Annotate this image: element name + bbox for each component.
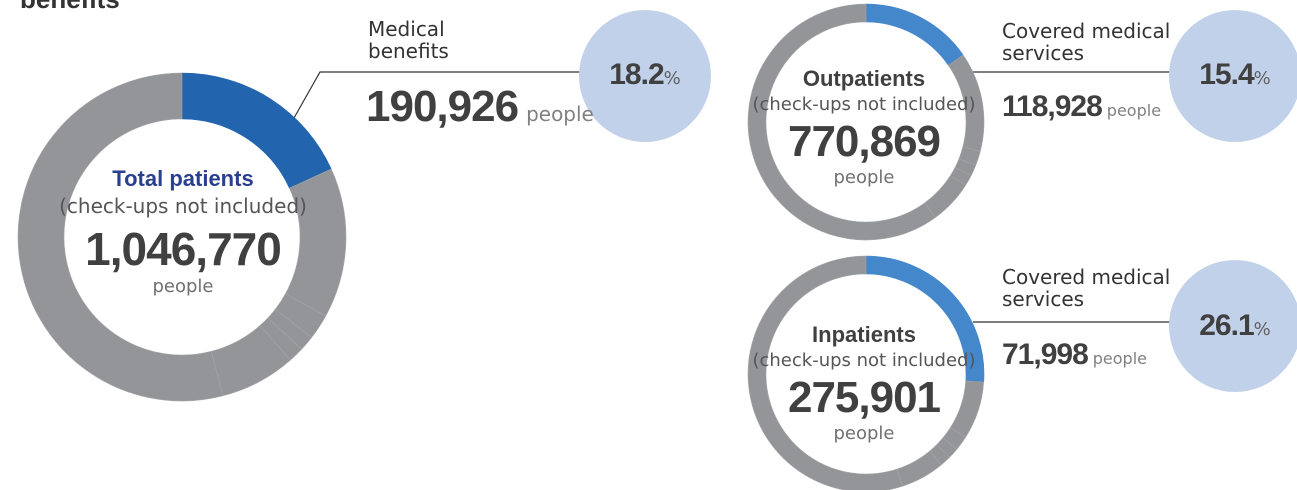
total-ring-unit: people [152,276,214,297]
page-heading: benefits [20,0,120,15]
outpatients-highlight-value: 118,928 people [1002,90,1162,123]
total-highlight-percent: 18.2% [609,58,681,91]
outpatients-ring-center: Outpatients (check-ups not included) 770… [734,66,994,188]
inpatients-slice-6 [747,255,903,490]
total-ring-title: Total patients [112,166,254,191]
outpatients-ring-subtitle: (check-ups not included) [752,94,976,115]
total-ring-value: 1,046,770 [85,223,282,275]
outpatients-ring-center-disk [766,22,966,222]
total-callout-line [293,71,582,119]
inpatients-ring-center-disk [766,274,966,474]
inpatients-highlight-label: Covered medical services [1002,265,1171,311]
inpatients-ring-subtitle: (check-ups not included) [752,350,976,371]
outpatients-ring-unit: people [833,167,895,188]
donut-rings [17,3,985,490]
total-ring-subtitle: (check-ups not included) [59,194,307,218]
inpatients-percent-bubble [1169,260,1297,392]
total-highlight-label: Medical benefits [368,17,449,63]
total-percent-bubble [579,10,711,142]
outpatients-highlight-percent: 15.4% [1199,58,1271,91]
total-ring-center: Total patients (check-ups not included) … [33,166,333,297]
inpatients-ring-title: Inpatients [812,322,916,347]
inpatients-highlight-value: 71,998 people [1002,338,1147,371]
callout-lines [293,71,1175,323]
total-slice-6 [17,72,224,402]
inpatients-ring-unit: people [833,423,895,444]
inpatients-ring-value: 275,901 [787,373,941,422]
percent-bubbles [579,10,1297,392]
total-ring-center-disk [64,119,300,355]
outpatients-highlight-label: Covered medical services [1002,19,1171,65]
outpatients-slice-6 [747,3,936,241]
outpatients-ring-value: 770,869 [787,117,941,166]
inpatients-ring-center: Inpatients (check-ups not included) 275,… [734,322,994,444]
outpatients-ring-title: Outpatients [802,66,926,91]
total-highlight-value: 190,926 people [366,82,594,131]
outpatients-percent-bubble [1169,10,1297,142]
inpatients-highlight-percent: 26.1% [1199,309,1271,342]
